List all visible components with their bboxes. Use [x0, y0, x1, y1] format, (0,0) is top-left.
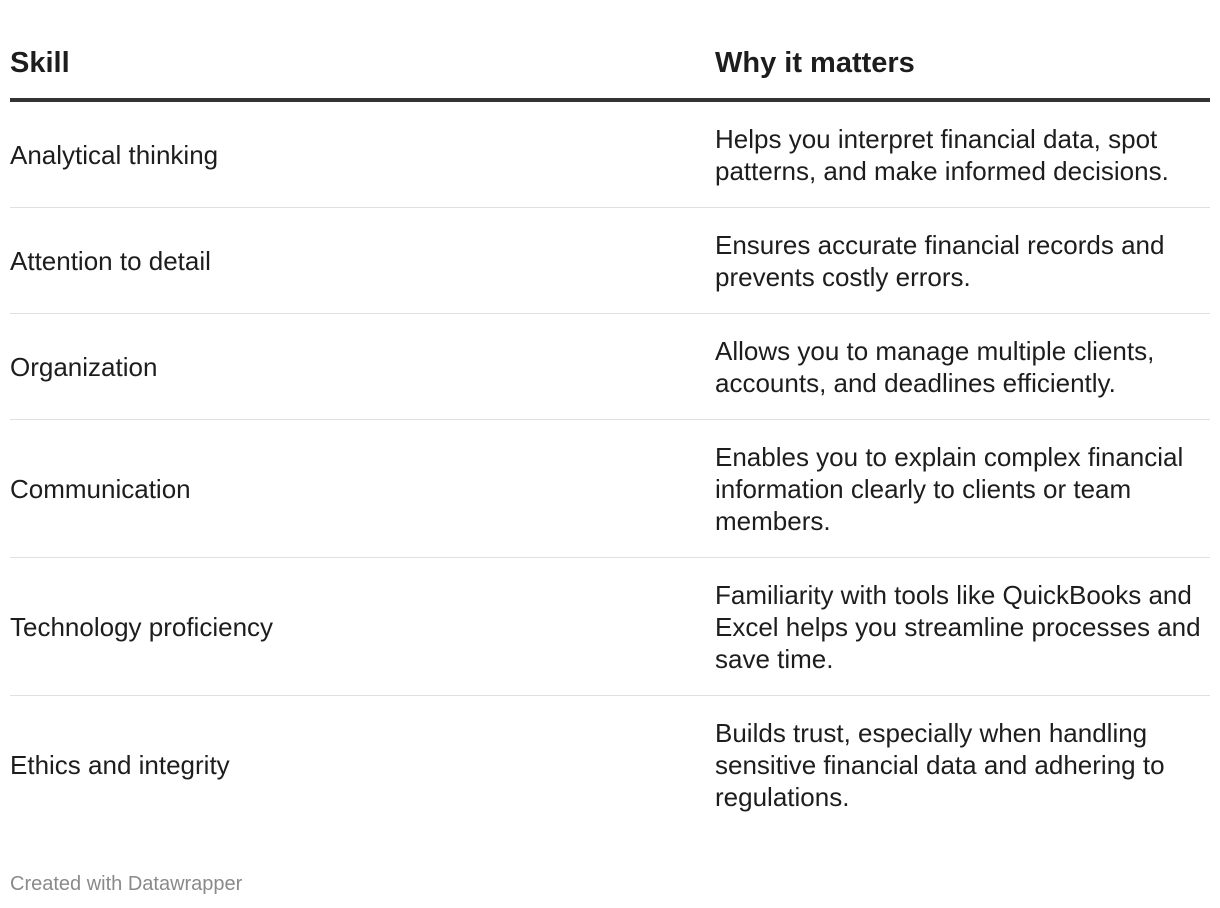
skill-cell: Attention to detail [10, 245, 211, 276]
why-cell: Allows you to manage multiple clients, a… [715, 335, 1155, 398]
skill-cell: Communication [10, 473, 191, 504]
table-header: Skill Why it matters [10, 0, 1210, 102]
why-cell: Helps you interpret financial data, spot… [715, 123, 1169, 186]
why-cell: Builds trust, especially when handling s… [715, 718, 1165, 812]
skill-cell: Ethics and integrity [10, 750, 230, 780]
table-row: Analytical thinking Helps you interpret … [10, 102, 1210, 208]
table-row: Attention to detail Ensures accurate fin… [10, 208, 1210, 314]
why-cell: Enables you to explain complex financial… [715, 441, 1184, 536]
why-cell: Ensures accurate financial records and p… [715, 229, 1165, 292]
why-cell: Familiarity with tools like QuickBooks a… [715, 579, 1201, 674]
table-row: Technology proficiency Familiarity with … [10, 558, 1210, 696]
table-row: Communication Enables you to explain com… [10, 420, 1210, 558]
column-header-skill: Skill [10, 47, 70, 79]
skill-cell: Analytical thinking [10, 139, 219, 170]
skill-cell: Technology proficiency [10, 611, 274, 642]
skills-table: Skill Why it matters Analytical thinking… [10, 0, 1210, 834]
table-row: Organization Allows you to manage multip… [10, 314, 1210, 420]
table-row: Ethics and integrity Builds trust, espec… [10, 696, 1210, 834]
skill-cell: Organization [10, 351, 158, 382]
column-header-why-it-matters: Why it matters [715, 47, 915, 79]
datawrapper-credit: Created with Datawrapper [10, 873, 243, 895]
